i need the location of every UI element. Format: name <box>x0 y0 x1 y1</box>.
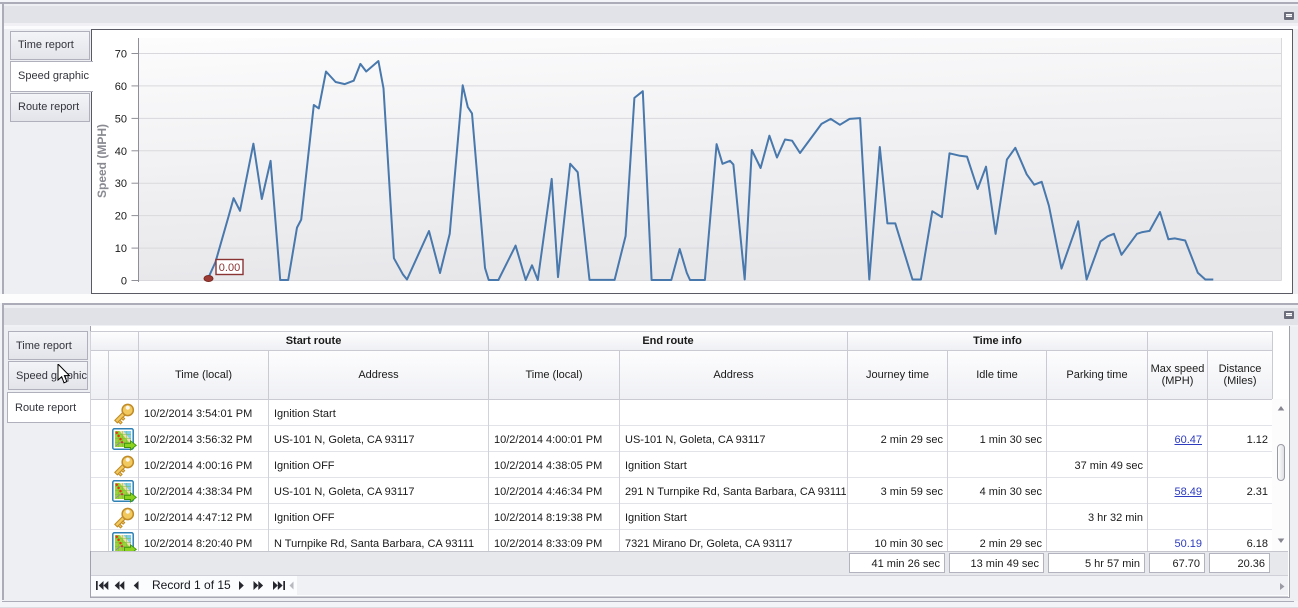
svg-text:Speed (MPH): Speed (MPH) <box>95 124 109 198</box>
svg-text:40: 40 <box>115 146 127 158</box>
svg-text:10: 10 <box>115 243 127 255</box>
svg-text:30: 30 <box>115 178 127 190</box>
svg-text:0: 0 <box>121 276 127 288</box>
svg-text:60: 60 <box>115 81 127 93</box>
svg-text:0.00: 0.00 <box>219 262 240 274</box>
svg-text:50: 50 <box>115 113 127 125</box>
svg-text:70: 70 <box>115 49 127 61</box>
svg-text:20: 20 <box>115 211 127 223</box>
